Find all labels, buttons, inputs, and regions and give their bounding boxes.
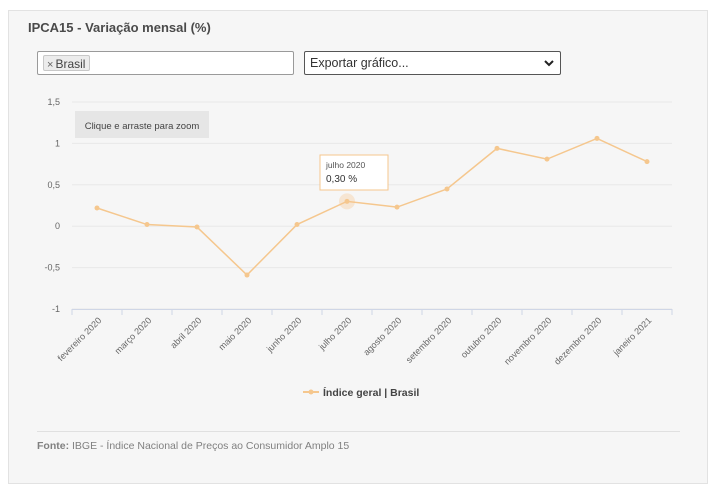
- source-label: Fonte:: [37, 440, 70, 452]
- tooltip: julho 2020 0,30 %: [319, 154, 389, 191]
- x-tick-label: outubro 2020: [459, 315, 504, 360]
- export-chart-select[interactable]: Exportar gráfico...: [304, 51, 561, 75]
- data-point[interactable]: [544, 156, 550, 162]
- zoom-hint-text: Clique e arraste para zoom: [85, 121, 200, 132]
- y-tick-label: -0,5: [44, 263, 60, 273]
- data-point[interactable]: [444, 186, 450, 192]
- legend[interactable]: Índice geral | Brasil: [303, 386, 419, 399]
- y-tick-label: 0: [55, 221, 60, 231]
- x-tick-label: janeiro 2021: [611, 315, 654, 358]
- data-point[interactable]: [244, 272, 250, 278]
- x-tick-label: novembro 2020: [502, 315, 553, 366]
- line-chart[interactable]: -1 -0,5 0 0,5 1 1,5 fevereiro 2020 março 2020 a…: [8, 86, 698, 426]
- y-tick-label: 0,5: [47, 180, 60, 190]
- x-tick-label: fevereiro 2020: [56, 315, 104, 363]
- x-tick-label: julho 2020: [316, 315, 353, 352]
- data-point[interactable]: [194, 224, 200, 230]
- source-text: IBGE - Índice Nacional de Preços ao Cons…: [72, 440, 350, 452]
- data-point[interactable]: [594, 135, 600, 141]
- remove-chip-icon[interactable]: ×: [47, 59, 54, 71]
- x-tick-label: setembro 2020: [404, 315, 454, 365]
- data-point[interactable]: [494, 145, 500, 151]
- x-tick-label: agosto 2020: [361, 315, 403, 357]
- data-point[interactable]: [644, 159, 650, 165]
- region-chip[interactable]: × Brasil: [43, 55, 91, 71]
- x-tick-label: maio 2020: [217, 315, 254, 352]
- x-tick-label: dezembro 2020: [552, 315, 603, 366]
- zoom-hint-box: [75, 111, 209, 138]
- data-point[interactable]: [144, 222, 150, 228]
- series-line: [96, 137, 648, 277]
- data-point[interactable]: [94, 205, 100, 211]
- y-tick-label: 1: [55, 138, 60, 148]
- x-tick-label: março 2020: [113, 315, 154, 356]
- region-chip-label: Brasil: [55, 57, 86, 71]
- legend-label[interactable]: Índice geral | Brasil: [323, 386, 419, 399]
- tooltip-value: 0,30 %: [326, 174, 357, 185]
- data-point[interactable]: [394, 204, 400, 210]
- x-tick-label: abril 2020: [168, 315, 203, 350]
- x-tick-label: junho 2020: [264, 315, 303, 354]
- footer-divider: [37, 431, 680, 432]
- data-point[interactable]: [344, 198, 350, 204]
- legend-marker: [308, 389, 314, 395]
- source-note: Fonte: IBGE - Índice Nacional de Preços …: [37, 440, 349, 452]
- tooltip-box: [319, 154, 389, 191]
- data-point[interactable]: [294, 222, 300, 228]
- export-label: Exportar gráfico...: [310, 56, 409, 70]
- page-title: IPCA15 - Variação mensal (%): [28, 20, 211, 35]
- y-tick-label: -1: [52, 304, 60, 314]
- chevron-down-icon: [544, 60, 554, 67]
- y-tick-label: 1,5: [47, 97, 60, 107]
- region-filter-input[interactable]: × Brasil: [37, 51, 294, 75]
- tooltip-title: julho 2020: [325, 160, 366, 170]
- chart-panel: [8, 10, 708, 484]
